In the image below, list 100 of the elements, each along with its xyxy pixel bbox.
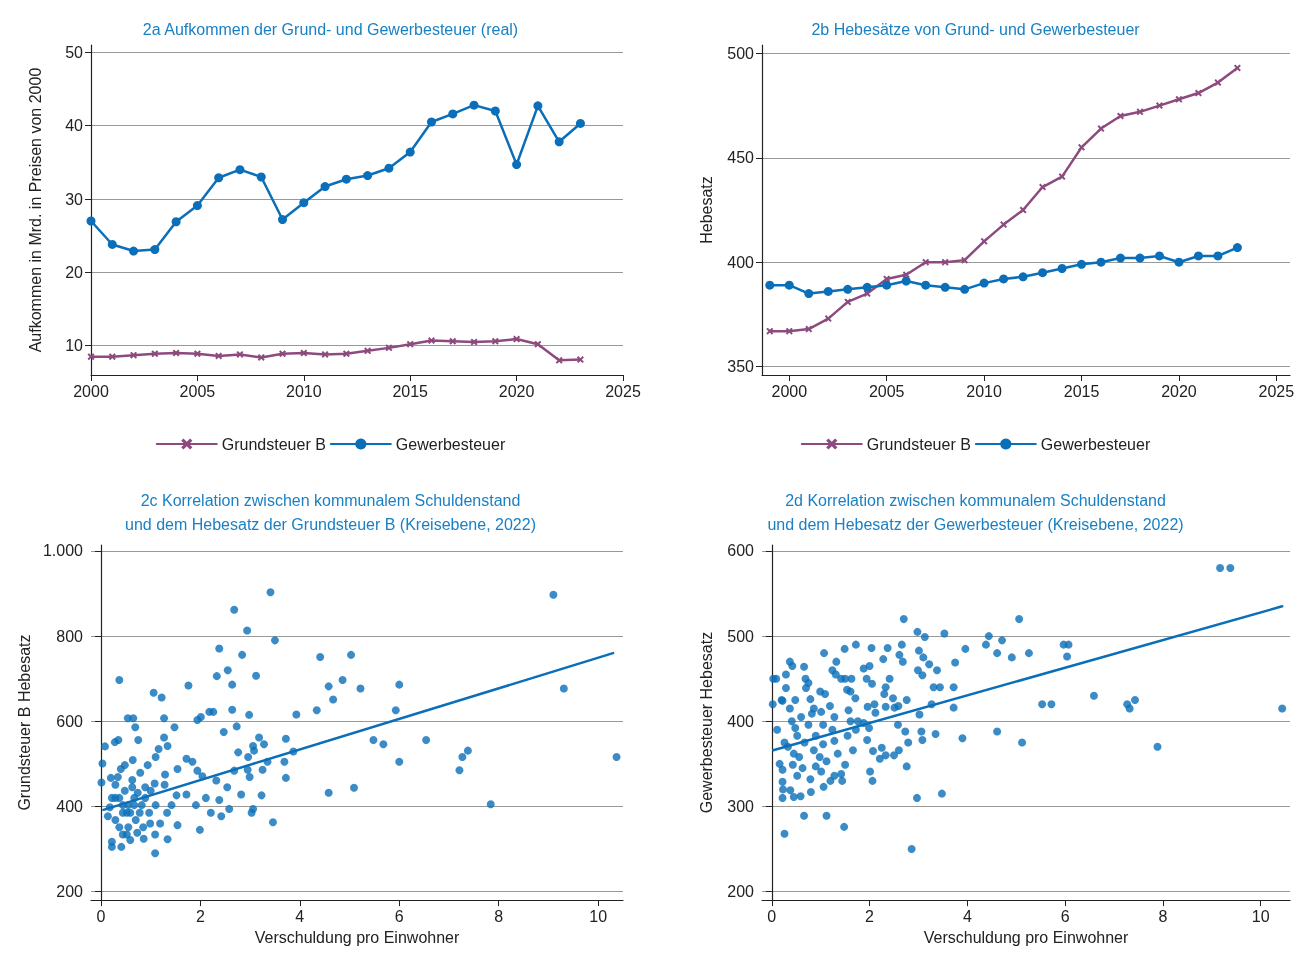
point xyxy=(979,278,989,288)
point xyxy=(299,198,309,208)
point xyxy=(321,350,329,358)
point xyxy=(320,182,330,192)
y-tick-label: 30 xyxy=(65,190,84,208)
point xyxy=(1096,257,1106,267)
point xyxy=(491,337,499,345)
point xyxy=(171,217,181,227)
point xyxy=(256,172,266,182)
point xyxy=(469,100,479,110)
point xyxy=(215,352,223,360)
x-tick-label: 2005 xyxy=(179,382,216,400)
x-tick-label: 2010 xyxy=(966,382,1003,400)
point xyxy=(882,280,892,290)
point xyxy=(1078,143,1086,151)
point xyxy=(1077,259,1087,269)
point xyxy=(883,275,891,283)
point xyxy=(300,349,308,357)
legend-label: Gewerbesteuer xyxy=(1040,435,1151,453)
point xyxy=(554,137,564,147)
x-tick-label: 0 xyxy=(96,907,106,925)
x-tick-label: 2005 xyxy=(868,382,905,400)
chart-title: 2d Korrelation zwischen kommunalem Schuldenstand und dem Hebesatz der Gewerbesteuer (Kreisebene, 2022) xyxy=(767,491,1184,533)
point xyxy=(576,356,584,364)
point xyxy=(193,350,201,358)
chart-title: 2a Aufkommen der Grund- und Gewerbesteuer (real) xyxy=(142,20,519,38)
point xyxy=(1057,263,1067,273)
point xyxy=(278,215,288,225)
point xyxy=(449,337,457,345)
point xyxy=(824,315,832,323)
point xyxy=(941,258,949,266)
point xyxy=(534,340,542,348)
x-tick-label: 2010 xyxy=(286,382,322,400)
x-tick-label: 10 xyxy=(589,907,608,925)
point xyxy=(1000,221,1008,229)
y-axis-title: Gewerbesteuer Hebesatz xyxy=(697,631,715,814)
point xyxy=(940,282,950,292)
point xyxy=(1135,253,1145,263)
point xyxy=(214,173,224,183)
point xyxy=(784,280,794,290)
x-tick-label: 2000 xyxy=(771,382,808,400)
y-tick-label: 300 xyxy=(727,797,755,815)
x-tick-label: 6 xyxy=(394,907,404,925)
point xyxy=(150,245,160,255)
x-tick-label: 2020 xyxy=(1161,382,1197,400)
point xyxy=(1232,243,1242,253)
y-tick-label: 10 xyxy=(65,337,84,355)
point xyxy=(1174,257,1184,267)
y-tick-label: 400 xyxy=(727,253,755,271)
point xyxy=(406,340,414,348)
point xyxy=(129,246,139,256)
point xyxy=(1019,206,1027,214)
legend-label: Grundsteuer B xyxy=(866,435,971,453)
y-tick-label: 500 xyxy=(727,627,755,645)
point xyxy=(1193,251,1203,261)
point xyxy=(1233,64,1241,72)
point xyxy=(1136,108,1144,116)
y-tick-label: 400 xyxy=(56,797,84,815)
point xyxy=(513,335,521,343)
y-tick-label: 800 xyxy=(56,627,84,645)
x-tick-label: 2015 xyxy=(1063,382,1100,400)
point xyxy=(385,344,393,352)
point xyxy=(107,239,117,249)
point xyxy=(766,327,774,335)
x-tick-label: 4 xyxy=(295,907,305,925)
point xyxy=(862,282,872,292)
y-axis-title: Grundsteuer B Hebesatz xyxy=(15,634,33,811)
x-tick-label: 2020 xyxy=(498,382,535,400)
point xyxy=(512,160,522,170)
y-tick-label: 200 xyxy=(727,883,755,901)
point xyxy=(844,298,852,306)
legend-label: Gewerbesteuer xyxy=(395,435,506,453)
point xyxy=(427,337,435,345)
y-tick-label: 400 xyxy=(727,712,755,730)
point xyxy=(575,118,585,128)
point xyxy=(804,289,814,299)
x-axis-title: Verschuldung pro Einwohner xyxy=(254,928,460,946)
y-tick-label: 450 xyxy=(727,149,755,167)
point xyxy=(843,284,853,294)
point xyxy=(1155,102,1163,110)
point xyxy=(901,276,911,286)
y-axis-title: Aufkommen in Mrd. in Preisen von 2000 xyxy=(26,67,44,353)
point xyxy=(257,353,265,361)
point xyxy=(765,280,775,290)
point xyxy=(87,353,95,361)
x-tick-label: 2 xyxy=(865,907,875,925)
point xyxy=(555,356,563,364)
x-tick-label: 0 xyxy=(767,907,777,925)
point xyxy=(86,216,96,226)
point xyxy=(961,256,969,264)
x-tick-label: 2000 xyxy=(73,382,109,400)
x-tick-label: 4 xyxy=(962,907,972,925)
y-tick-label: 40 xyxy=(65,117,84,135)
y-tick-label: 600 xyxy=(727,542,755,560)
point xyxy=(130,351,138,359)
x-tick-label: 2 xyxy=(195,907,205,925)
point xyxy=(470,338,478,346)
point xyxy=(192,201,202,211)
point xyxy=(921,280,931,290)
point xyxy=(980,237,988,245)
